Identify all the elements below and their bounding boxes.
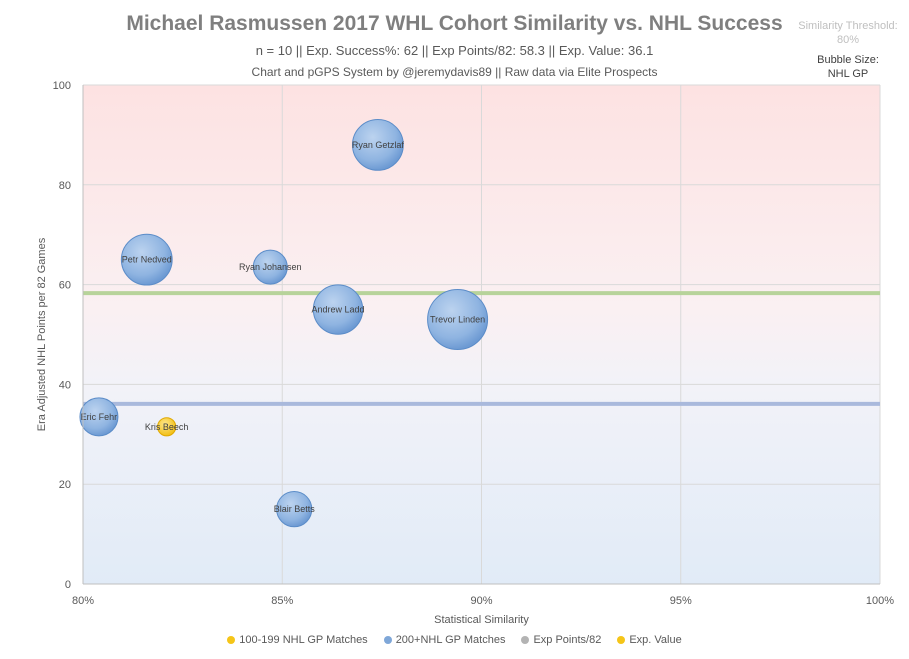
bubble-label: Petr Nedved	[122, 255, 172, 265]
legend-label: Exp Points/82	[533, 634, 602, 646]
x-tick-label: 100%	[866, 595, 894, 607]
reference-lines	[83, 291, 880, 406]
legend-marker	[227, 636, 236, 644]
bubble-size-label: Bubble Size:	[817, 54, 879, 66]
bubble-label: Andrew Ladd	[312, 305, 365, 315]
bubbles: Kris Beech Ryan Getzlaf Petr Nedved Ryan Jo…	[79, 118, 489, 528]
y-tick-label: 60	[59, 280, 71, 292]
x-tick-label: 95%	[670, 595, 692, 607]
y-tick-label: 80	[59, 180, 71, 192]
x-axis-title: Statistical Similarity	[434, 614, 529, 626]
bubble-size-note: Bubble Size: NHL GP	[788, 53, 908, 81]
legend-marker	[617, 636, 626, 644]
x-tick-label: 85%	[271, 595, 293, 607]
legend-item: Exp Points/82	[521, 634, 601, 646]
y-tick-label: 100	[53, 80, 71, 92]
chart-credit: Chart and pGPS System by @jeremydavis89 …	[251, 65, 658, 79]
bubble	[157, 417, 177, 437]
threshold-note-value: 80%	[836, 34, 860, 46]
bubble	[79, 397, 119, 437]
bubble-label: Eric Fehr	[81, 412, 118, 422]
y-tick-label: 0	[65, 579, 71, 591]
bubble	[427, 289, 489, 351]
legend-marker	[383, 636, 392, 644]
chart-subtitle: n = 10 || Exp. Success%: 62 || Exp Point…	[255, 43, 654, 58]
legend-item: 200+NHL GP Matches	[383, 634, 506, 646]
bubble-label: Kris Beech	[145, 422, 189, 432]
legend-label: Exp. Value	[629, 634, 682, 646]
legend-marker	[521, 636, 530, 644]
legend-item: 100-199 NHL GP Matches	[227, 634, 368, 646]
bubble	[312, 284, 364, 335]
bubble	[351, 118, 404, 171]
x-tick-label: 80%	[72, 595, 94, 607]
bubble	[252, 249, 288, 285]
bubble-size-value: NHL GP	[827, 68, 869, 80]
legend-label: 200+NHL GP Matches	[395, 634, 506, 646]
bubble	[120, 233, 173, 286]
legend-item: Exp. Value	[617, 634, 682, 646]
threshold-note: Similarity Threshold: 80%	[788, 19, 908, 47]
bubble-label: Trevor Linden	[430, 315, 485, 325]
x-tick-label: 90%	[470, 595, 492, 607]
bubble-label: Ryan Johansen	[239, 262, 302, 272]
chart-title: Michael Rasmussen 2017 WHL Cohort Simila…	[126, 12, 783, 35]
bubble-label: Blair Betts	[274, 504, 316, 514]
y-axis-title: Era Adjusted NHL Points per 82 Games	[36, 237, 48, 431]
axes: 0 20 40 60 80 100 80% 85% 90% 95% 100% Statistical …	[36, 80, 894, 626]
legend: 100-199 NHL GP Matches 200+NHL GP Matches…	[0, 634, 909, 646]
y-tick-label: 40	[59, 379, 71, 391]
y-tick-label: 20	[59, 479, 71, 491]
bubble	[276, 491, 313, 528]
threshold-note-label: Similarity Threshold:	[798, 20, 898, 32]
bubble-label: Ryan Getzlaf	[352, 140, 405, 150]
legend-label: 100-199 NHL GP Matches	[239, 634, 368, 646]
